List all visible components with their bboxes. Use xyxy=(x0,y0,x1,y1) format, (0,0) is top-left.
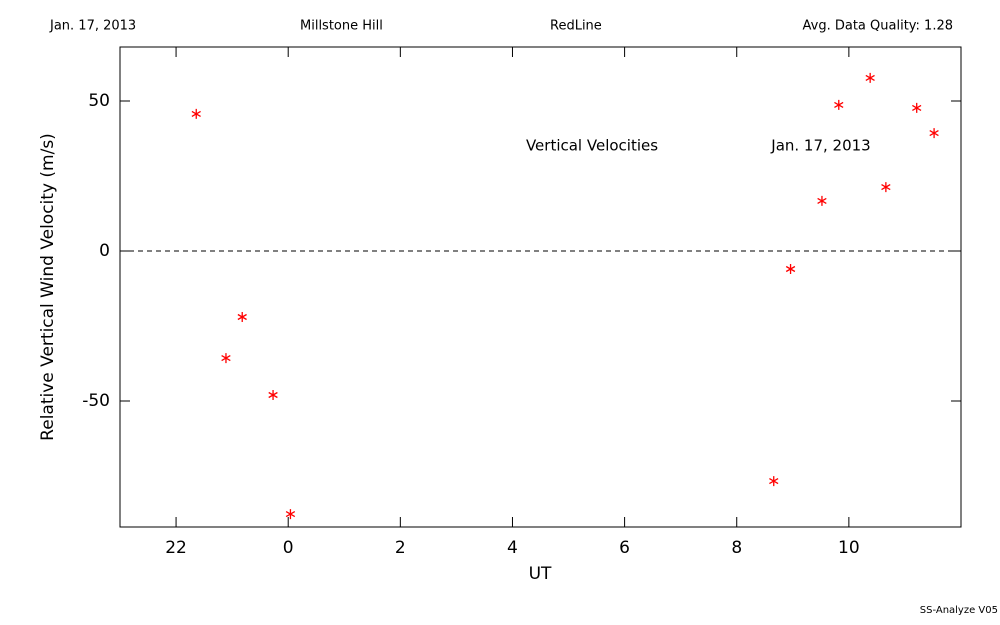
x-tick-label: 8 xyxy=(731,538,742,558)
point xyxy=(237,312,247,322)
point xyxy=(834,99,844,110)
header-date: Jan. 17, 2013 xyxy=(49,19,136,34)
y-tick-label: 0 xyxy=(99,241,110,261)
x-tick-label: 2 xyxy=(395,538,406,558)
point xyxy=(929,128,939,139)
x-tick-label: 4 xyxy=(507,538,518,558)
point xyxy=(817,195,827,206)
y-tick-label: -50 xyxy=(82,391,110,411)
x-tick-label: 6 xyxy=(619,538,630,558)
point xyxy=(285,509,296,520)
x-tick-label: 0 xyxy=(283,538,294,558)
point xyxy=(865,72,875,83)
footer: SS-Analyze V05 xyxy=(920,605,998,616)
point xyxy=(785,264,796,274)
header-line: RedLine xyxy=(550,19,602,34)
header-site: Millstone Hill xyxy=(300,19,383,34)
annotation: Vertical Velocities xyxy=(526,137,658,155)
annotation: Jan. 17, 2013 xyxy=(770,137,870,155)
header-quality: Avg. Data Quality: 1.28 xyxy=(803,19,953,34)
plot-frame xyxy=(119,46,962,528)
point xyxy=(769,476,779,487)
y-tick-label: 50 xyxy=(88,91,110,111)
point xyxy=(268,390,278,400)
x-axis-label: UT xyxy=(529,564,552,584)
point xyxy=(912,102,922,113)
point xyxy=(191,108,201,119)
point xyxy=(221,353,231,364)
point xyxy=(881,182,891,193)
x-tick-label: 22 xyxy=(165,538,187,558)
x-tick-label: 10 xyxy=(838,538,860,558)
y-axis-label: Relative Vertical Wind Velocity (m/s) xyxy=(38,133,58,441)
